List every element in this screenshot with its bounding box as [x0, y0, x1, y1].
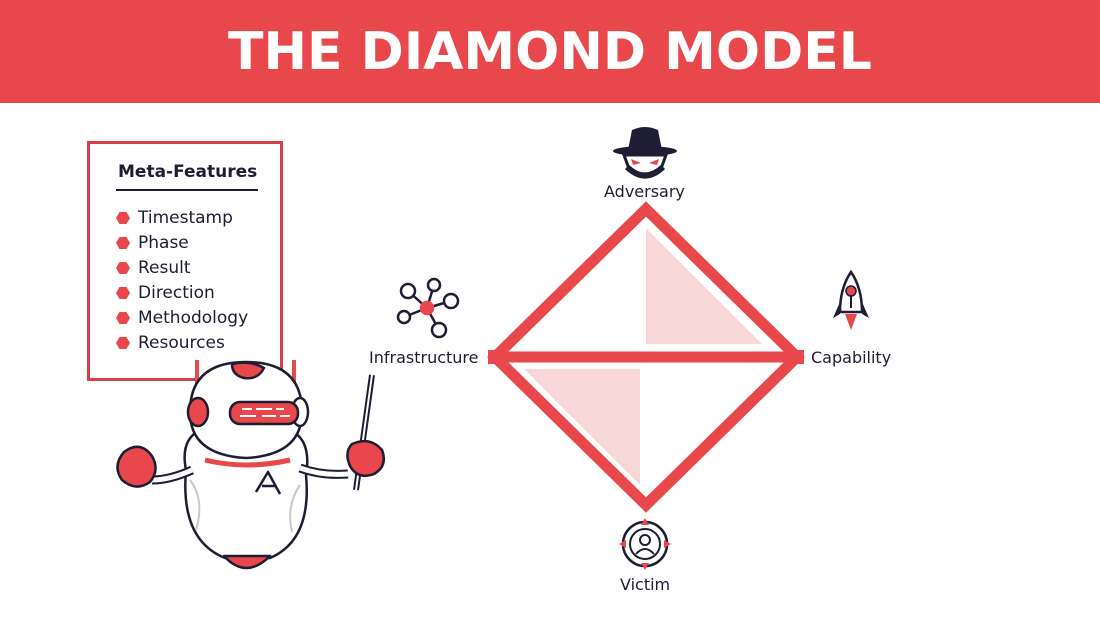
upper-shaded-triangle — [646, 228, 762, 344]
list-item: Methodology — [116, 305, 248, 330]
hexagon-bullet-icon — [116, 336, 130, 349]
hexagon-bullet-icon — [116, 236, 130, 249]
meta-features-list: Timestamp Phase Result Direction Methodo… — [116, 205, 248, 355]
meta-feature-label: Resources — [138, 332, 225, 353]
meta-features-box: Meta-Features Timestamp Phase Result Dir… — [87, 141, 283, 381]
victim-label: Victim — [620, 575, 671, 594]
meta-features-underline — [116, 189, 258, 191]
lower-shaded-triangle — [524, 369, 640, 485]
meta-feature-label: Direction — [138, 282, 215, 303]
infrastructure-cap — [488, 350, 497, 364]
hexagon-bullet-icon — [116, 311, 130, 324]
meta-feature-label: Methodology — [138, 307, 249, 328]
hexagon-bullet-icon — [116, 261, 130, 274]
capability-label: Capability — [811, 348, 892, 367]
meta-feature-label: Phase — [138, 232, 189, 253]
list-item: Resources — [116, 330, 248, 355]
meta-feature-label: Result — [138, 257, 191, 278]
hexagon-bullet-icon — [116, 211, 130, 224]
hexagon-bullet-icon — [116, 286, 130, 299]
meta-feature-label: Timestamp — [138, 207, 233, 228]
title-banner: THE DIAMOND MODEL — [0, 0, 1100, 103]
list-item: Timestamp — [116, 205, 248, 230]
list-item: Direction — [116, 280, 248, 305]
meta-features-title: Meta-Features — [118, 162, 258, 182]
list-item: Phase — [116, 230, 248, 255]
infrastructure-label: Infrastructure — [369, 348, 479, 367]
adversary-label: Adversary — [604, 182, 685, 201]
diamond-outline — [487, 201, 805, 513]
page-title: THE DIAMOND MODEL — [228, 21, 872, 82]
capability-cap — [795, 350, 804, 364]
list-item: Result — [116, 255, 248, 280]
